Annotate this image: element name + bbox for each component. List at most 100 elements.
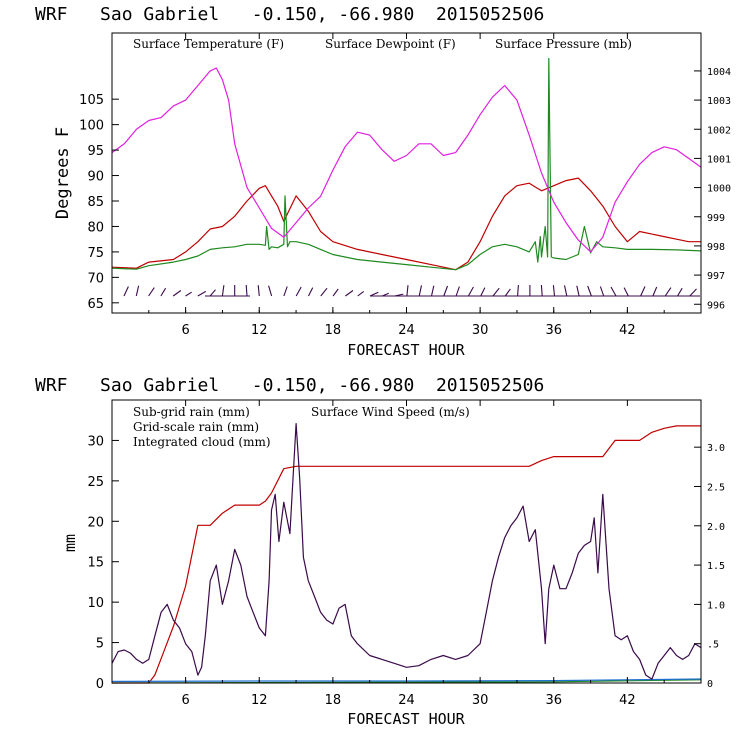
- lower-y2-tick-label: 1.5: [707, 561, 725, 572]
- upper-y2-tick-label: 999: [707, 213, 725, 224]
- wind-barb: [185, 291, 192, 297]
- upper-wind-barbs: [123, 284, 700, 297]
- lower-x-tick-label: 18: [325, 693, 342, 708]
- wind-barb: [320, 287, 328, 297]
- upper-y-tick-label: 65: [87, 297, 104, 312]
- wind-barb: [552, 285, 556, 297]
- wind-barb: [172, 290, 182, 297]
- wind-barb: [599, 286, 605, 297]
- lower-title: WRF Sao Gabriel -0.150, -66.980 20150525…: [35, 375, 544, 396]
- wind-barb: [540, 284, 543, 297]
- wind-barb: [197, 290, 207, 297]
- wind-barb: [394, 293, 404, 297]
- wind-barb: [587, 285, 592, 297]
- lower-y2-tick-label: 3.0: [707, 443, 725, 454]
- upper-y2-axis: 996 997 998 999 1000 1001 1002 1003 1004: [694, 67, 731, 311]
- wind-barb: [480, 287, 486, 297]
- upper-y-tick-label: 85: [87, 195, 104, 210]
- wind-barb: [576, 285, 580, 297]
- wind-barb: [664, 287, 672, 297]
- dewpoint-line: [111, 57, 702, 271]
- upper-y-tick-label: 100: [79, 119, 104, 134]
- wind-barb: [443, 285, 449, 297]
- legend-gridscale-rain: Grid-scale rain (mm): [133, 420, 259, 434]
- upper-x-tick-label: 18: [325, 323, 342, 338]
- upper-title: WRF Sao Gabriel -0.150, -66.980 20150525…: [35, 4, 544, 25]
- lower-y-tick-label: 25: [87, 475, 104, 490]
- wind-barb: [332, 288, 339, 297]
- wind-barb: [221, 285, 225, 297]
- wind-barb: [467, 286, 474, 297]
- wind-barb: [640, 286, 646, 297]
- upper-x-tick-label: 12: [251, 323, 268, 338]
- upper-legend: Surface Temperature (F) Surface Dewpoint…: [133, 37, 632, 51]
- wind-barb: [160, 287, 167, 297]
- wind-barb: [148, 287, 155, 297]
- legend-surface-temperature: Surface Temperature (F): [133, 37, 284, 51]
- wind-barb: [430, 285, 435, 297]
- lower-y2-axis: 0 .5 1.0 1.5 2.0 2.5 3.0: [694, 443, 725, 690]
- lower-y2-tick-label: 2.5: [707, 482, 725, 493]
- upper-x-tick-label: 30: [472, 323, 489, 338]
- upper-y-tick-label: 90: [87, 170, 104, 185]
- upper-y2-tick-label: 1002: [707, 125, 731, 136]
- lower-x-tick-label: 30: [472, 693, 489, 708]
- wind-barb: [610, 286, 617, 297]
- wind-barb: [455, 286, 460, 297]
- wind-barb: [652, 286, 658, 297]
- wind-speed-line: [111, 423, 702, 680]
- lower-x-tick-label: 42: [619, 693, 636, 708]
- wind-barb: [369, 291, 379, 297]
- subgrid-rain-line: [112, 425, 701, 684]
- lower-x-tick-label: 24: [398, 693, 415, 708]
- legend-surface-dewpoint: Surface Dewpoint (F): [325, 37, 456, 51]
- wind-barb: [123, 286, 129, 297]
- upper-y2-tick-label: 997: [707, 271, 725, 282]
- lower-y-tick-label: 20: [87, 515, 104, 530]
- upper-y-tick-label: 105: [79, 93, 104, 108]
- upper-panel: WRF Sao Gabriel -0.150, -66.980 20150525…: [35, 4, 731, 359]
- upper-y2-tick-label: 998: [707, 242, 725, 253]
- lower-y-axis-label: mm: [61, 534, 79, 552]
- wind-barb: [357, 290, 365, 297]
- wind-barb: [345, 290, 354, 297]
- temperature-line: [111, 177, 701, 271]
- lower-x-tick-label: 36: [545, 693, 562, 708]
- wind-barb: [283, 286, 288, 297]
- upper-y-tick-label: 95: [87, 144, 104, 159]
- wind-barb: [245, 284, 248, 297]
- upper-y2-tick-label: 1001: [707, 154, 731, 165]
- wind-barb: [257, 285, 260, 297]
- wind-barb: [492, 287, 500, 297]
- upper-y2-tick-label: 1004: [707, 67, 731, 78]
- upper-plot-area: [111, 57, 702, 271]
- legend-surface-wind-speed: Surface Wind Speed (m/s): [311, 405, 470, 419]
- wind-barb: [382, 292, 389, 297]
- wind-barb: [268, 285, 273, 297]
- lower-y2-tick-label: 2.0: [707, 522, 725, 533]
- wind-barb: [677, 287, 683, 297]
- wind-barb: [623, 287, 629, 297]
- upper-x-tick-label: 36: [545, 323, 562, 338]
- wind-barb: [295, 286, 302, 297]
- lower-legend: Sub-grid rain (mm) Grid-scale rain (mm) …: [133, 405, 470, 449]
- lower-x-tick-label: 12: [251, 693, 268, 708]
- upper-y-tick-label: 80: [87, 220, 104, 235]
- upper-y2-tick-label: 996: [707, 300, 725, 311]
- lower-y-axis: 0 5 10 15 20 25 30: [87, 434, 119, 692]
- wind-barb: [406, 285, 409, 297]
- lower-y-tick-label: 0: [96, 677, 104, 692]
- lower-y-tick-label: 15: [87, 556, 104, 571]
- lower-panel: WRF Sao Gabriel -0.150, -66.980 20150525…: [35, 375, 725, 728]
- legend-subgrid-rain: Sub-grid rain (mm): [133, 405, 250, 419]
- upper-x-axis: 6 12 18 24 30 36 42: [148, 33, 665, 338]
- upper-x-tick-label: 42: [619, 323, 636, 338]
- lower-y-tick-label: 5: [96, 637, 104, 652]
- lower-y2-tick-label: .5: [707, 640, 719, 651]
- upper-y2-tick-label: 1003: [707, 96, 731, 107]
- wind-barb: [418, 285, 423, 297]
- pressure-line: [111, 67, 702, 253]
- wind-barb: [209, 289, 216, 297]
- wind-barb: [504, 288, 511, 297]
